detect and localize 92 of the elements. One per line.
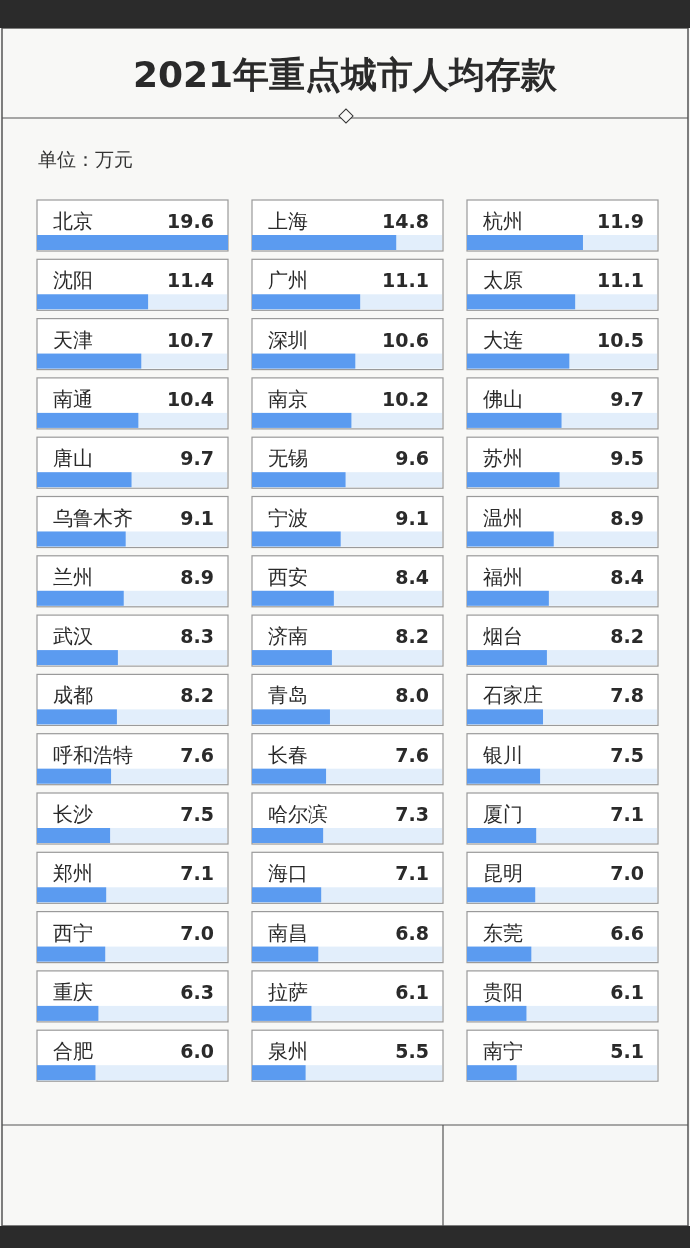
data-label: 11.1 [382, 269, 429, 292]
data-label: 7.6 [395, 743, 429, 766]
y-tick-label: 石家庄 [483, 683, 543, 708]
y-tick-label: 拉萨 [268, 979, 308, 1004]
data-label: 10.5 [597, 328, 644, 351]
data-label: 7.0 [180, 921, 214, 944]
data-label: 7.3 [395, 803, 429, 825]
data-label: 6.3 [180, 980, 214, 1003]
data-label: 8.0 [395, 684, 429, 707]
data-label: 8.9 [180, 565, 214, 588]
y-tick-label: 东莞 [483, 920, 523, 945]
y-tick-label: 深圳 [268, 327, 308, 352]
data-label: 11.9 [597, 210, 644, 232]
y-tick-label: 广州 [268, 268, 308, 293]
y-tick-label: 重庆 [53, 979, 93, 1004]
y-tick-label: 北京 [53, 209, 93, 233]
data-label: 5.1 [610, 1040, 644, 1063]
data-label: 9.7 [610, 387, 644, 410]
y-tick-label: 温州 [483, 505, 523, 530]
y-tick-label: 太原 [483, 268, 523, 293]
data-label: 6.0 [180, 1040, 214, 1063]
data-label: 9.1 [395, 506, 429, 529]
data-label: 11.1 [597, 269, 644, 292]
y-tick-label: 合肥 [53, 1039, 93, 1064]
data-label: 7.6 [180, 743, 214, 766]
data-label: 7.8 [610, 684, 644, 707]
y-tick-label: 南昌 [268, 920, 308, 945]
data-label: 14.8 [382, 210, 429, 232]
y-tick-label: 南京 [268, 386, 308, 411]
data-label: 11.4 [167, 269, 214, 292]
y-tick-label: 成都 [53, 683, 93, 708]
y-tick-label: 长春 [268, 742, 308, 767]
y-tick-label: 兰州 [53, 564, 93, 589]
data-label: 6.1 [395, 980, 429, 1003]
data-label: 9.7 [180, 447, 214, 470]
y-tick-label: 福州 [483, 564, 523, 589]
data-label: 7.1 [180, 862, 214, 885]
y-tick-label: 哈尔滨 [268, 802, 328, 826]
data-label: 10.2 [382, 387, 429, 410]
data-label: 8.4 [395, 565, 429, 588]
data-label: 10.6 [382, 328, 429, 351]
y-tick-label: 乌鲁木齐 [53, 505, 133, 530]
data-label: 6.1 [610, 980, 644, 1003]
y-tick-label: 武汉 [53, 624, 93, 649]
y-tick-label: 海口 [268, 861, 308, 886]
y-tick-label: 上海 [268, 209, 308, 233]
data-label: 8.2 [610, 625, 644, 648]
data-label: 7.5 [180, 803, 214, 825]
y-tick-label: 南通 [53, 386, 93, 411]
data-label: 8.9 [610, 506, 644, 529]
y-tick-label: 郑州 [53, 861, 93, 886]
chart-subtitle: 单位：万元 [38, 148, 133, 170]
data-label: 6.8 [395, 921, 429, 944]
y-tick-label: 昆明 [483, 861, 523, 886]
data-label: 5.5 [395, 1040, 429, 1063]
y-tick-label: 烟台 [483, 624, 523, 649]
data-label: 7.0 [610, 862, 644, 885]
data-label: 10.7 [167, 328, 214, 351]
data-label: 7.1 [395, 862, 429, 885]
data-label: 9.6 [395, 447, 429, 470]
y-tick-label: 大连 [483, 327, 523, 352]
data-label: 10.4 [167, 387, 214, 410]
data-label: 8.2 [395, 625, 429, 648]
y-tick-label: 青岛 [268, 683, 308, 708]
data-label: 7.5 [610, 743, 644, 766]
y-tick-label: 唐山 [53, 446, 93, 471]
y-tick-label: 呼和浩特 [53, 742, 133, 767]
y-tick-label: 西宁 [53, 920, 93, 945]
data-label: 19.6 [167, 210, 214, 232]
data-label: 8.2 [180, 684, 214, 707]
y-tick-label: 苏州 [483, 446, 523, 471]
data-label: 8.3 [180, 625, 214, 648]
data-label: 8.4 [610, 565, 644, 588]
y-tick-label: 无锡 [268, 446, 308, 471]
y-tick-label: 济南 [268, 624, 308, 649]
text: 2021年重点城市人均存款 [132, 54, 559, 95]
y-tick-label: 天津 [53, 327, 93, 352]
y-tick-label: 厦门 [483, 802, 523, 826]
y-tick-label: 南宁 [483, 1039, 523, 1064]
y-tick-label: 西安 [268, 564, 308, 589]
data-label: 7.1 [610, 803, 644, 825]
y-tick-label: 佛山 [483, 386, 523, 411]
data-label: 9.5 [610, 447, 644, 470]
data-label: 6.6 [610, 921, 644, 944]
y-tick-label: 贵阳 [483, 979, 523, 1004]
y-tick-label: 银川 [482, 742, 523, 767]
data-label: 9.1 [180, 506, 214, 529]
y-tick-label: 宁波 [268, 505, 308, 530]
y-tick-label: 杭州 [482, 209, 523, 233]
y-tick-label: 长沙 [53, 802, 93, 826]
y-tick-label: 沈阳 [53, 268, 93, 293]
y-tick-label: 泉州 [268, 1039, 308, 1064]
